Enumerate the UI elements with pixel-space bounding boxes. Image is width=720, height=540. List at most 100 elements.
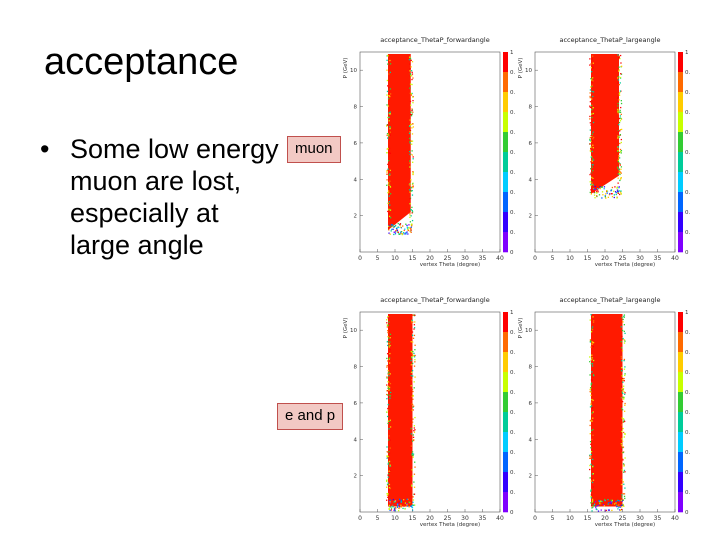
edge-speck [386, 357, 388, 360]
edge-speck [616, 186, 619, 188]
label-e-and-p: e and p [277, 403, 344, 430]
x-tick-label: 25 [444, 255, 452, 262]
edge-speck [411, 71, 413, 73]
edge-speck [589, 454, 591, 456]
colorbar-segment [678, 112, 683, 133]
edge-speck [622, 493, 625, 495]
edge-speck [622, 459, 624, 461]
edge-speck [406, 226, 409, 228]
edge-speck [589, 181, 591, 183]
edge-speck [591, 90, 593, 93]
edge-speck [590, 502, 592, 504]
edge-speck [592, 399, 594, 402]
edge-speck [592, 80, 594, 82]
edge-speck [400, 227, 403, 229]
colorbar-label: 0 [685, 250, 689, 256]
edge-speck [623, 397, 625, 399]
edge-speck [591, 176, 593, 179]
edge-speck [620, 504, 622, 507]
y-tick-label: 6 [354, 401, 358, 407]
edge-speck [623, 436, 625, 438]
edge-speck [590, 379, 593, 381]
edge-speck [590, 403, 592, 406]
edge-speck [623, 380, 625, 382]
edge-speck [621, 496, 623, 498]
edge-speck [397, 231, 400, 233]
edge-speck [592, 107, 594, 109]
edge-speck [412, 375, 414, 377]
edge-speck [617, 167, 619, 169]
edge-speck [410, 153, 412, 155]
edge-speck [386, 411, 388, 413]
x-tick-label: 0 [533, 255, 537, 262]
edge-speck [589, 106, 592, 108]
edge-speck [409, 191, 411, 193]
edge-speck [409, 180, 412, 182]
edge-speck [411, 507, 414, 509]
edge-speck [622, 337, 624, 340]
edge-speck [615, 191, 617, 194]
edge-speck [389, 225, 391, 227]
colorbar-segment [503, 472, 508, 493]
edge-speck [389, 506, 391, 508]
x-tick-label: 40 [671, 515, 679, 522]
edge-speck [387, 493, 389, 495]
edge-speck [620, 168, 622, 170]
edge-speck [411, 504, 413, 507]
edge-speck [592, 458, 594, 461]
edge-speck [413, 430, 415, 432]
edge-speck [594, 191, 596, 194]
edge-speck [388, 346, 390, 348]
edge-speck [389, 499, 392, 501]
y-tick-label: 4 [529, 437, 533, 443]
edge-speck [391, 224, 393, 226]
edge-speck [605, 197, 607, 199]
edge-speck [387, 482, 389, 484]
edge-speck [394, 509, 396, 512]
edge-speck [409, 189, 412, 192]
edge-speck [618, 186, 620, 188]
edge-speck [411, 143, 413, 145]
edge-speck [403, 505, 405, 508]
edge-speck [615, 504, 618, 506]
edge-speck [619, 76, 622, 79]
edge-speck [388, 362, 391, 364]
edge-speck [389, 352, 391, 355]
edge-speck [620, 141, 622, 144]
edge-speck [412, 171, 414, 174]
edge-speck [621, 479, 624, 481]
bullet-item: • Some low energy muon are lost, especia… [40, 134, 280, 261]
edge-speck [617, 130, 620, 133]
edge-speck [408, 189, 411, 191]
edge-speck [620, 128, 623, 131]
edge-speck [411, 73, 414, 75]
edge-speck [619, 509, 622, 511]
colorbar-label: 0.9 [510, 330, 515, 336]
edge-speck [592, 428, 594, 431]
edge-speck [591, 429, 593, 432]
edge-speck [624, 402, 626, 405]
edge-speck [620, 355, 622, 358]
edge-speck [389, 59, 391, 62]
edge-speck [410, 94, 413, 96]
y-tick-label: 2 [529, 214, 533, 220]
edge-speck [398, 233, 401, 235]
edge-speck [388, 371, 390, 373]
colorbar-label: 0.7 [685, 370, 690, 376]
edge-speck [604, 498, 606, 501]
edge-speck [387, 324, 389, 326]
edge-speck [386, 494, 389, 497]
edge-speck [592, 341, 594, 344]
edge-speck [622, 418, 625, 420]
edge-speck [398, 226, 400, 229]
edge-speck [389, 487, 391, 490]
edge-speck [409, 137, 411, 140]
edge-speck [396, 503, 399, 506]
edge-speck [591, 420, 593, 422]
edge-speck [393, 508, 396, 510]
edge-speck [617, 192, 619, 195]
edge-speck [589, 433, 591, 435]
edge-speck [386, 446, 388, 448]
edge-speck [589, 374, 591, 376]
